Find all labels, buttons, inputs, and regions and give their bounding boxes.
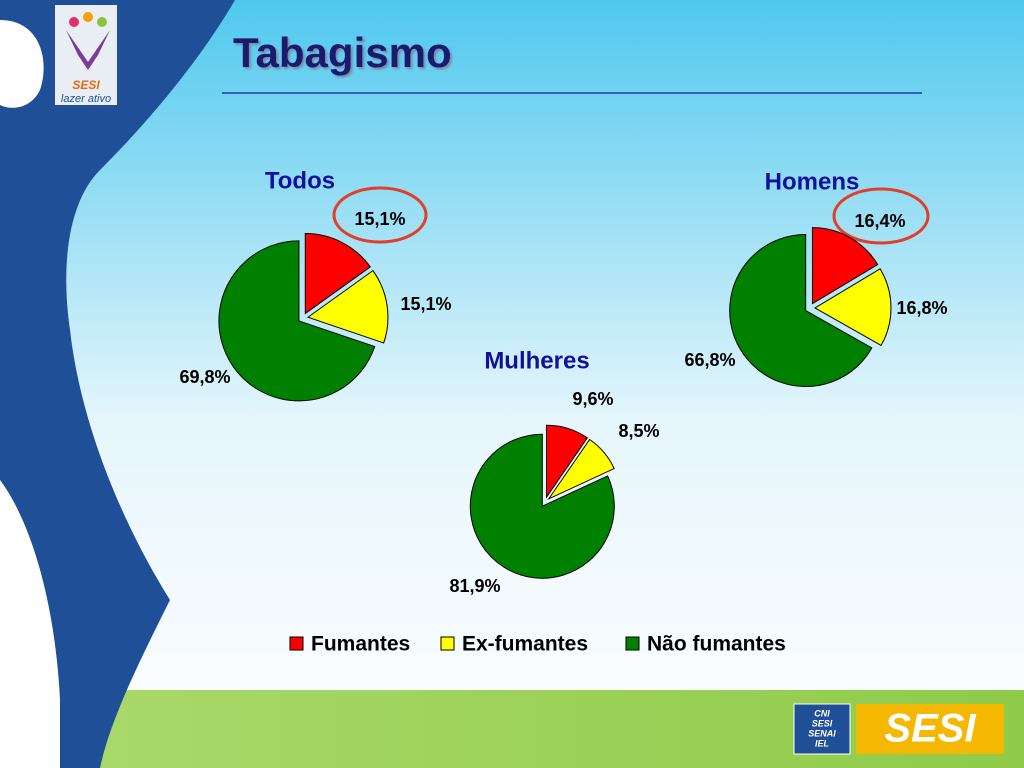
- footer-logo-institution: SESI: [812, 718, 833, 728]
- legend-label: Não fumantes: [647, 633, 786, 656]
- legend-swatch: [440, 636, 455, 651]
- data-label: 15,1%: [354, 209, 405, 229]
- pie-slice: [306, 269, 389, 344]
- data-label: 8,5%: [618, 421, 659, 441]
- figure-head: [0, 20, 44, 108]
- legend-swatch: [625, 636, 640, 651]
- logo-dot: [97, 17, 107, 27]
- pie-slice: [304, 233, 371, 315]
- footer-logo-institution: SENAI: [808, 728, 836, 738]
- data-label: 69,8%: [179, 367, 230, 387]
- legend-label: Ex-fumantes: [462, 633, 588, 656]
- legend-swatch: [289, 636, 304, 651]
- chart-title: Todos: [265, 167, 335, 194]
- figure-shape: [0, 0, 235, 768]
- highlight-circle: [832, 187, 930, 245]
- footer-logo-institution: IEL: [815, 738, 829, 748]
- pie-slice: [729, 234, 873, 388]
- data-label: 81,9%: [449, 576, 500, 596]
- footer-logo-name-box: [856, 704, 1004, 754]
- highlight-circle: [332, 186, 428, 244]
- pie-slice: [811, 227, 879, 305]
- pie-slice: [469, 433, 615, 579]
- chart-title: Homens: [765, 168, 860, 195]
- logo-dot: [83, 12, 93, 22]
- logo-figures: [66, 30, 110, 70]
- pie-slice: [545, 424, 589, 499]
- logo-name: SESI: [72, 78, 100, 92]
- data-label: 16,8%: [896, 298, 947, 318]
- legend-label: Fumantes: [311, 633, 410, 656]
- chart-title: Mulheres: [484, 347, 589, 374]
- footer-logo-box: [793, 703, 851, 755]
- footer-logo-institution: CNI: [814, 708, 830, 718]
- slide-title: Tabagismo: [233, 29, 452, 76]
- data-label: 66,8%: [684, 350, 735, 370]
- pie-slice: [218, 240, 376, 402]
- footer-logo-name: SESI: [884, 707, 976, 751]
- logo-dot: [69, 17, 79, 27]
- pie-slice: [814, 268, 892, 347]
- pie-slice: [547, 438, 615, 500]
- data-label: 9,6%: [572, 389, 613, 409]
- figure-body: [0, 480, 60, 768]
- logo-tagline: lazer ativo: [61, 93, 111, 105]
- data-label: 15,1%: [400, 294, 451, 314]
- data-label: 16,4%: [854, 211, 905, 231]
